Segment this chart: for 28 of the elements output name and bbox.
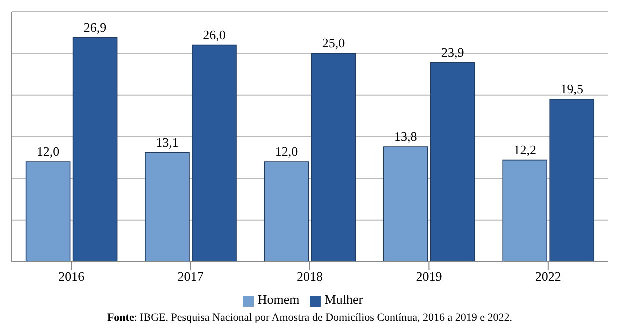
data-label: 26,9 [84, 20, 107, 35]
x-tick-label: 2022 [535, 269, 562, 284]
x-tick-label: 2018 [297, 269, 323, 284]
bar [550, 99, 595, 262]
bar [192, 44, 237, 262]
data-label: 12,0 [275, 144, 298, 159]
data-label: 23,9 [442, 44, 464, 60]
x-tick-label: 2017 [178, 269, 204, 284]
data-label: 26,0 [203, 27, 226, 42]
bar [311, 53, 356, 262]
bar [384, 146, 428, 262]
legend-label: Mulher [324, 292, 364, 307]
x-tick-label: 2019 [416, 269, 442, 284]
legend-label: Homem [258, 292, 300, 307]
bar [264, 162, 310, 262]
bar [145, 152, 190, 262]
bar [26, 162, 71, 262]
source-note: Fonte: IBGE. Pesquisa Nacional por Amostra de Domicílios Contínua, 2016 a 2019 e 2022. [106, 312, 514, 324]
data-label: 13,1 [156, 134, 179, 150]
bar [430, 62, 476, 262]
x-tick-label: 2016 [58, 269, 86, 284]
data-label: 12,2 [514, 142, 536, 158]
data-label: 25,0 [322, 36, 346, 51]
data-label: 19,5 [560, 82, 584, 96]
data-label: 13,8 [394, 129, 418, 144]
data-label: 12,0 [36, 144, 60, 159]
bar [72, 37, 118, 262]
bar [502, 160, 548, 262]
